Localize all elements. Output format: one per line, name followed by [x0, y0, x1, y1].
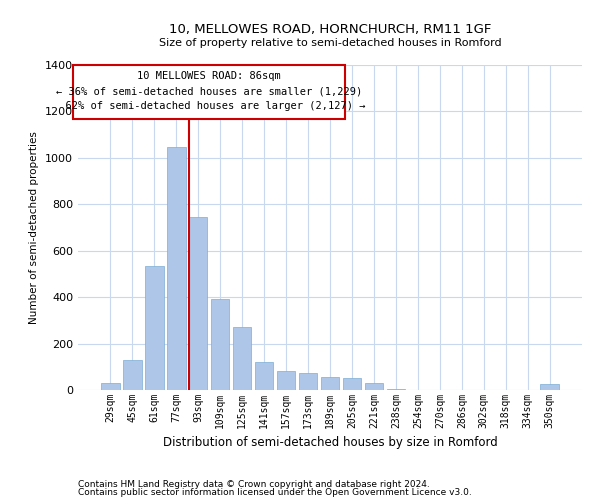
Text: 62% of semi-detached houses are larger (2,127) →: 62% of semi-detached houses are larger (…	[53, 102, 365, 112]
Bar	[541, 384, 559, 390]
Bar	[277, 372, 295, 390]
Text: 10 MELLOWES ROAD: 86sqm: 10 MELLOWES ROAD: 86sqm	[137, 71, 281, 81]
Bar	[189, 217, 208, 390]
Y-axis label: Number of semi-detached properties: Number of semi-detached properties	[29, 131, 40, 324]
Text: ← 36% of semi-detached houses are smaller (1,229): ← 36% of semi-detached houses are smalle…	[56, 86, 362, 96]
Bar	[167, 148, 185, 390]
FancyBboxPatch shape	[73, 65, 345, 118]
Bar	[343, 378, 361, 390]
Text: Size of property relative to semi-detached houses in Romford: Size of property relative to semi-detach…	[158, 38, 502, 48]
Text: Contains public sector information licensed under the Open Government Licence v3: Contains public sector information licen…	[78, 488, 472, 497]
Bar	[365, 383, 383, 390]
Bar	[101, 383, 119, 390]
Bar	[145, 266, 164, 390]
Bar	[386, 389, 405, 390]
X-axis label: Distribution of semi-detached houses by size in Romford: Distribution of semi-detached houses by …	[163, 436, 497, 450]
Bar	[299, 372, 317, 390]
Bar	[211, 300, 229, 390]
Bar	[255, 362, 274, 390]
Bar	[320, 377, 340, 390]
Bar	[233, 328, 251, 390]
Bar	[123, 360, 142, 390]
Text: 10, MELLOWES ROAD, HORNCHURCH, RM11 1GF: 10, MELLOWES ROAD, HORNCHURCH, RM11 1GF	[169, 22, 491, 36]
Text: Contains HM Land Registry data © Crown copyright and database right 2024.: Contains HM Land Registry data © Crown c…	[78, 480, 430, 489]
